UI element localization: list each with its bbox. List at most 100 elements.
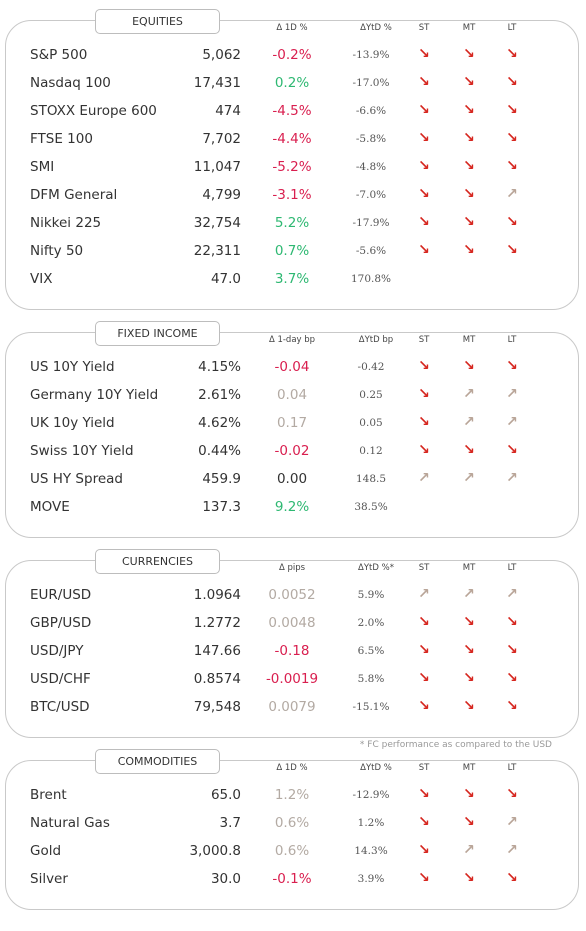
trend-arrow: ↘ — [506, 642, 518, 658]
trend-arrow: ↘ — [463, 242, 475, 258]
column-header: Δ 1-day bp — [268, 335, 316, 345]
row-ytd: -7.0% — [355, 189, 387, 201]
row-level: 47.0 — [210, 271, 241, 287]
column-header: ΔYtD bp — [358, 335, 394, 345]
trend-arrow: ↘ — [463, 870, 475, 886]
row-level: 30.0 — [210, 871, 241, 887]
trend-arrow: ↘ — [418, 74, 430, 90]
row-name: MOVE — [30, 499, 70, 515]
column-header: LT — [507, 23, 517, 33]
row-name: S&P 500 — [30, 47, 88, 63]
trend-arrow: ↗ — [418, 586, 430, 602]
trend-arrow: ↗ — [463, 586, 475, 602]
row-ytd: 148.5 — [355, 473, 387, 485]
trend-arrow: ↘ — [463, 670, 475, 686]
column-header: ΔYtD % — [360, 23, 392, 33]
trend-arrow: ↘ — [418, 158, 430, 174]
trend-arrow: ↘ — [418, 358, 430, 374]
row-change: 0.04 — [276, 387, 308, 403]
row-ytd: 5.8% — [357, 673, 385, 685]
trend-arrow: ↗ — [463, 414, 475, 430]
trend-arrow: ↘ — [418, 786, 430, 802]
row-change: 0.6% — [274, 843, 310, 859]
row-level: 0.44% — [198, 443, 241, 459]
trend-arrow: ↘ — [418, 386, 430, 402]
row-name: FTSE 100 — [30, 131, 93, 147]
column-header: Δ 1D % — [276, 763, 308, 773]
trend-arrow: ↘ — [463, 614, 475, 630]
section-title: FIXED INCOME — [95, 321, 220, 346]
trend-arrow: ↘ — [418, 670, 430, 686]
row-level: 2.61% — [198, 387, 241, 403]
row-change: 0.0048 — [268, 615, 316, 631]
row-ytd: 0.25 — [359, 389, 383, 401]
row-level: 459.9 — [202, 471, 241, 487]
trend-arrow: ↗ — [506, 386, 518, 402]
trend-arrow: ↘ — [506, 870, 518, 886]
row-level: 79,548 — [193, 699, 241, 715]
row-ytd: -17.0% — [352, 77, 390, 89]
trend-arrow: ↘ — [506, 214, 518, 230]
row-name: DFM General — [30, 187, 118, 203]
row-change: -0.2% — [272, 47, 312, 63]
row-ytd: -6.6% — [355, 105, 387, 117]
row-change: -0.1% — [272, 871, 312, 887]
row-name: SMI — [30, 159, 55, 175]
trend-arrow: ↗ — [506, 586, 518, 602]
trend-arrow: ↘ — [418, 842, 430, 858]
row-ytd: -12.9% — [352, 789, 390, 801]
row-level: 474 — [215, 103, 241, 119]
column-header: MT — [462, 763, 476, 773]
row-level: 0.8574 — [193, 671, 241, 687]
trend-arrow: ↗ — [506, 814, 518, 830]
row-change: 0.00 — [276, 471, 308, 487]
row-level: 11,047 — [193, 159, 241, 175]
trend-arrow: ↘ — [418, 242, 430, 258]
trend-arrow: ↘ — [463, 46, 475, 62]
trend-arrow: ↘ — [418, 698, 430, 714]
row-name: US 10Y Yield — [30, 359, 115, 375]
trend-arrow: ↗ — [506, 186, 518, 202]
row-ytd: -5.8% — [355, 133, 387, 145]
section-title: COMMODITIES — [95, 749, 220, 774]
trend-arrow: ↘ — [418, 46, 430, 62]
column-header: MT — [462, 23, 476, 33]
row-change: -0.04 — [274, 359, 310, 375]
row-change: -0.02 — [274, 443, 310, 459]
row-ytd: 5.9% — [357, 589, 385, 601]
trend-arrow: ↘ — [463, 814, 475, 830]
row-level: 4,799 — [202, 187, 241, 203]
trend-arrow: ↘ — [463, 698, 475, 714]
row-level: 3.7 — [219, 815, 241, 831]
row-ytd: 3.9% — [357, 873, 385, 885]
trend-arrow: ↘ — [463, 74, 475, 90]
trend-arrow: ↘ — [418, 214, 430, 230]
row-level: 32,754 — [193, 215, 241, 231]
row-change: -5.2% — [272, 159, 312, 175]
trend-arrow: ↘ — [506, 74, 518, 90]
row-change: -4.4% — [272, 131, 312, 147]
trend-arrow: ↘ — [463, 102, 475, 118]
row-ytd: -17.9% — [352, 217, 390, 229]
trend-arrow: ↘ — [418, 870, 430, 886]
row-name: Nifty 50 — [30, 243, 84, 259]
row-name: Gold — [30, 843, 62, 859]
trend-arrow: ↘ — [506, 102, 518, 118]
row-name: Germany 10Y Yield — [30, 387, 159, 403]
column-header: ST — [418, 563, 430, 573]
row-name: EUR/USD — [30, 587, 92, 603]
row-name: UK 10y Yield — [30, 415, 115, 431]
row-ytd: -5.6% — [355, 245, 387, 257]
trend-arrow: ↘ — [506, 358, 518, 374]
trend-arrow: ↘ — [506, 614, 518, 630]
trend-arrow: ↘ — [506, 786, 518, 802]
trend-arrow: ↗ — [506, 842, 518, 858]
row-change: -4.5% — [272, 103, 312, 119]
row-ytd: 14.3% — [354, 845, 388, 857]
trend-arrow: ↘ — [463, 786, 475, 802]
row-change: 5.2% — [274, 215, 310, 231]
column-header: LT — [507, 563, 517, 573]
row-ytd: -0.42 — [357, 361, 385, 373]
trend-arrow: ↗ — [506, 414, 518, 430]
trend-arrow: ↘ — [418, 814, 430, 830]
